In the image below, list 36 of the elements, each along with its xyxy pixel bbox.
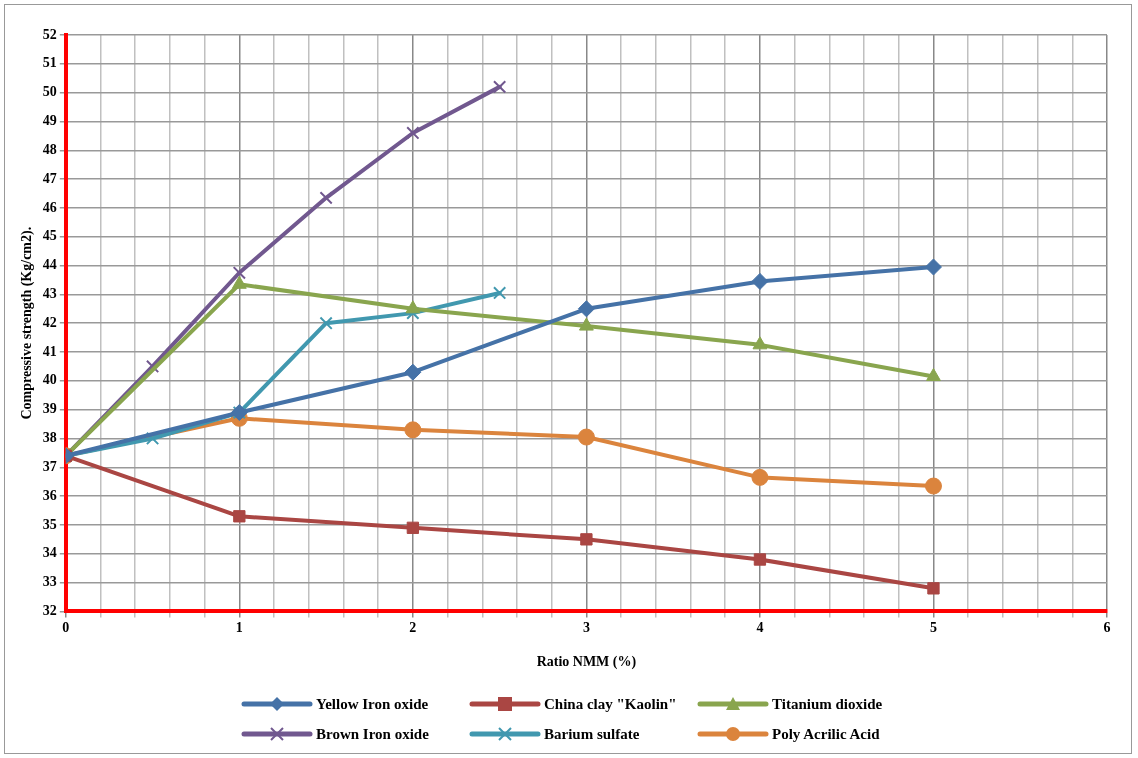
x-tick-label: 2 — [409, 620, 417, 636]
y-tick-label: 47 — [42, 170, 57, 186]
y-tick-label: 34 — [42, 545, 57, 561]
legend-label: Titanium dioxide — [772, 695, 883, 713]
y-tick-label: 44 — [42, 257, 57, 273]
y-axis-title: Compressive strength (Kg/cm2). — [19, 226, 36, 420]
legend-label: Brown Iron oxide — [316, 725, 429, 743]
y-tick-label: 41 — [42, 343, 57, 359]
x-tick-label: 5 — [929, 620, 937, 636]
x-tick-label: 1 — [235, 620, 243, 636]
y-tick-label: 49 — [42, 113, 57, 129]
y-tick-label: 36 — [42, 487, 57, 503]
legend-label: Barium sulfate — [544, 725, 640, 743]
y-tick-label: 38 — [42, 430, 57, 446]
y-tick-label: 40 — [42, 372, 57, 388]
x-tick-label: 0 — [62, 620, 70, 636]
x-tick-label: 6 — [1103, 620, 1111, 636]
y-tick-label: 43 — [42, 285, 57, 301]
y-tick-label: 32 — [42, 603, 57, 619]
y-tick-label: 42 — [42, 314, 57, 330]
y-tick-label: 51 — [42, 55, 57, 71]
legend-label: Yellow Iron oxide — [316, 695, 429, 713]
y-tick-label: 48 — [42, 141, 57, 157]
y-tick-label: 52 — [42, 26, 57, 42]
y-tick-label: 37 — [42, 458, 57, 474]
y-tick-label: 39 — [42, 401, 57, 417]
legend-label: China clay "Kaolin" — [544, 695, 677, 713]
legend-label: Poly Acrilic Acid — [772, 725, 880, 743]
x-tick-label: 3 — [582, 620, 590, 636]
y-tick-label: 33 — [42, 574, 57, 590]
y-tick-label: 35 — [42, 516, 57, 532]
x-tick-label: 4 — [756, 620, 764, 636]
x-axis-title: Ratio NMM (%) — [536, 654, 637, 671]
y-tick-label: 50 — [42, 84, 57, 100]
y-tick-label: 46 — [42, 199, 57, 215]
y-tick-label: 45 — [42, 228, 57, 244]
